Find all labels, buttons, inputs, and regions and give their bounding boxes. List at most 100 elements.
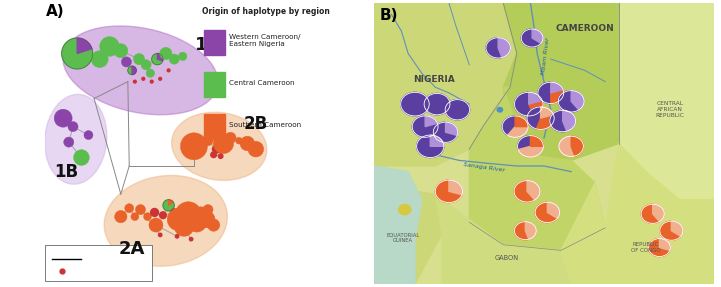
Circle shape: [179, 52, 187, 61]
Wedge shape: [486, 38, 502, 58]
Text: 5 mutations: 5 mutations: [84, 256, 128, 262]
Bar: [204, 30, 225, 55]
Text: Southern Cameroon: Southern Cameroon: [229, 122, 301, 128]
Wedge shape: [518, 136, 531, 150]
Wedge shape: [571, 91, 584, 110]
Wedge shape: [571, 136, 583, 156]
Circle shape: [180, 133, 208, 160]
Circle shape: [146, 69, 154, 77]
Circle shape: [114, 44, 128, 58]
Circle shape: [174, 217, 194, 236]
Wedge shape: [132, 66, 136, 75]
Text: REPUBLIC
OF CONGO: REPUBLIC OF CONGO: [631, 242, 660, 253]
Wedge shape: [503, 116, 515, 135]
Circle shape: [151, 208, 159, 216]
Wedge shape: [446, 122, 458, 135]
Circle shape: [248, 141, 264, 157]
Wedge shape: [535, 202, 557, 222]
Circle shape: [131, 213, 139, 221]
Wedge shape: [528, 92, 542, 104]
Circle shape: [141, 60, 151, 70]
Wedge shape: [558, 91, 579, 112]
Wedge shape: [128, 66, 132, 75]
Circle shape: [198, 211, 215, 228]
Polygon shape: [435, 194, 571, 284]
Ellipse shape: [63, 26, 218, 115]
Text: Mbam River: Mbam River: [541, 38, 550, 75]
Circle shape: [171, 209, 177, 216]
Circle shape: [236, 137, 242, 144]
Wedge shape: [521, 29, 541, 47]
Wedge shape: [531, 136, 544, 146]
Wedge shape: [671, 221, 683, 236]
Circle shape: [143, 213, 151, 221]
Circle shape: [174, 202, 202, 229]
Wedge shape: [515, 222, 528, 240]
Wedge shape: [660, 221, 681, 240]
Wedge shape: [547, 202, 559, 218]
Wedge shape: [532, 29, 543, 43]
Wedge shape: [433, 122, 457, 142]
Wedge shape: [653, 204, 664, 222]
Wedge shape: [157, 53, 163, 61]
Wedge shape: [641, 204, 660, 223]
Circle shape: [125, 204, 133, 213]
Circle shape: [159, 47, 172, 60]
Circle shape: [63, 137, 74, 147]
Ellipse shape: [105, 175, 227, 266]
Wedge shape: [551, 82, 563, 93]
Wedge shape: [527, 107, 541, 129]
Circle shape: [68, 122, 78, 132]
Wedge shape: [425, 116, 438, 127]
Wedge shape: [169, 200, 173, 205]
Wedge shape: [62, 38, 93, 69]
Wedge shape: [551, 90, 564, 104]
Circle shape: [203, 205, 213, 215]
Circle shape: [121, 57, 131, 67]
Wedge shape: [649, 238, 670, 257]
Text: 2B: 2B: [244, 115, 268, 133]
Wedge shape: [401, 92, 429, 116]
Text: CAMEROON: CAMEROON: [555, 24, 614, 33]
Circle shape: [225, 132, 236, 144]
Text: Central Cameroon: Central Cameroon: [229, 80, 295, 86]
Polygon shape: [619, 3, 714, 200]
Circle shape: [115, 210, 127, 223]
Wedge shape: [449, 180, 462, 195]
Circle shape: [167, 208, 190, 231]
Circle shape: [213, 133, 234, 154]
Wedge shape: [163, 200, 174, 211]
Wedge shape: [527, 181, 540, 200]
Circle shape: [218, 154, 223, 158]
Circle shape: [92, 51, 108, 67]
Circle shape: [149, 218, 163, 232]
Circle shape: [99, 37, 120, 56]
Bar: [204, 72, 225, 97]
Wedge shape: [660, 238, 671, 250]
Text: CENTRAL
AFRICAN
REPUBLIC: CENTRAL AFRICAN REPUBLIC: [655, 101, 684, 118]
Text: Sanaga River: Sanaga River: [464, 162, 505, 172]
Circle shape: [84, 131, 93, 139]
Wedge shape: [417, 135, 444, 158]
Circle shape: [169, 54, 180, 64]
Wedge shape: [518, 146, 544, 157]
Text: 2A: 2A: [119, 240, 145, 258]
Polygon shape: [561, 144, 714, 284]
Text: EQUATORIAL
GUINEA: EQUATORIAL GUINEA: [386, 232, 420, 243]
Polygon shape: [503, 3, 619, 160]
Wedge shape: [515, 92, 533, 116]
Wedge shape: [412, 116, 438, 137]
Ellipse shape: [45, 94, 107, 184]
Circle shape: [167, 69, 170, 72]
Circle shape: [136, 205, 146, 215]
Wedge shape: [151, 53, 163, 65]
Polygon shape: [469, 87, 605, 250]
FancyBboxPatch shape: [45, 245, 151, 281]
Circle shape: [213, 145, 221, 153]
Circle shape: [240, 136, 255, 151]
Polygon shape: [374, 3, 517, 166]
Wedge shape: [424, 94, 450, 115]
Circle shape: [175, 235, 179, 238]
Circle shape: [159, 212, 167, 219]
Ellipse shape: [172, 112, 267, 181]
